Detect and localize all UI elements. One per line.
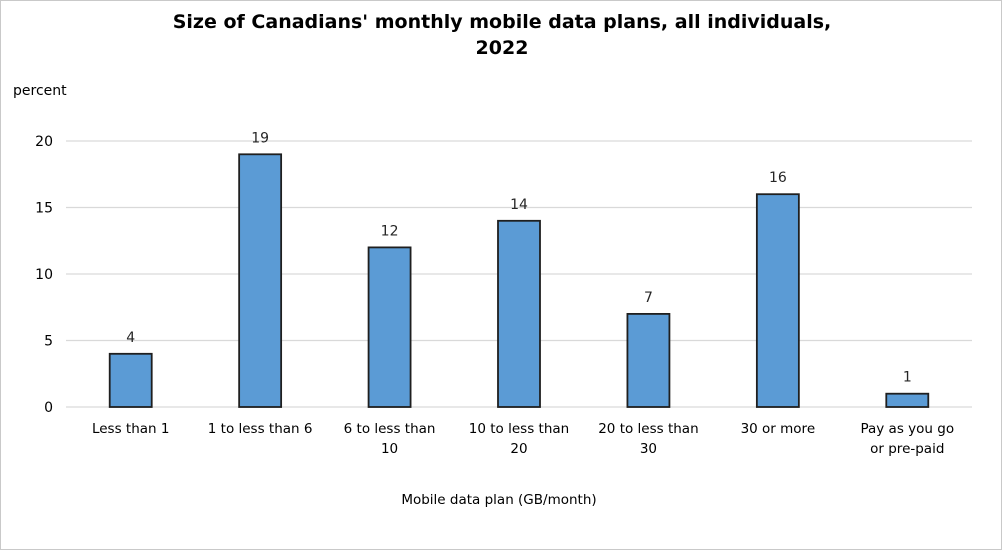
bar-value-label: 4 [126, 330, 135, 346]
x-category-label: 1 to less than 6 [208, 421, 313, 437]
bar-value-label: 1 [903, 370, 912, 386]
chart-title: Size of Canadians' monthly mobile data p… [172, 11, 832, 59]
bar [497, 219, 541, 408]
bar [238, 153, 283, 408]
bar-value-label: 7 [644, 290, 653, 306]
bar [885, 392, 930, 408]
x-axis-title: Mobile data plan (GB/month) [401, 492, 596, 508]
x-category-label: 6 to less than 10 [344, 421, 436, 457]
bar-value-label: 16 [769, 170, 787, 186]
y-tick-label: 20 [35, 134, 53, 150]
bar-value-label: 12 [381, 223, 399, 239]
y-tick-label: 0 [44, 400, 53, 416]
y-tick-label: 5 [44, 334, 53, 350]
bar [755, 193, 800, 408]
bar [108, 352, 153, 408]
y-tick-label: 15 [35, 201, 53, 217]
x-category-label: Pay as you go or pre-paid [860, 421, 954, 457]
bar-value-label: 14 [510, 197, 528, 213]
y-axis-unit-label: percent [13, 83, 67, 99]
y-tick-label: 10 [35, 267, 53, 283]
x-category-label: 20 to less than 30 [598, 421, 698, 457]
x-category-label: Less than 1 [92, 421, 170, 437]
bar [626, 312, 671, 408]
bar [367, 246, 412, 408]
x-category-label: 10 to less than 20 [469, 421, 569, 457]
bar-value-label: 19 [251, 130, 269, 146]
x-category-label: 30 or more [741, 421, 816, 437]
